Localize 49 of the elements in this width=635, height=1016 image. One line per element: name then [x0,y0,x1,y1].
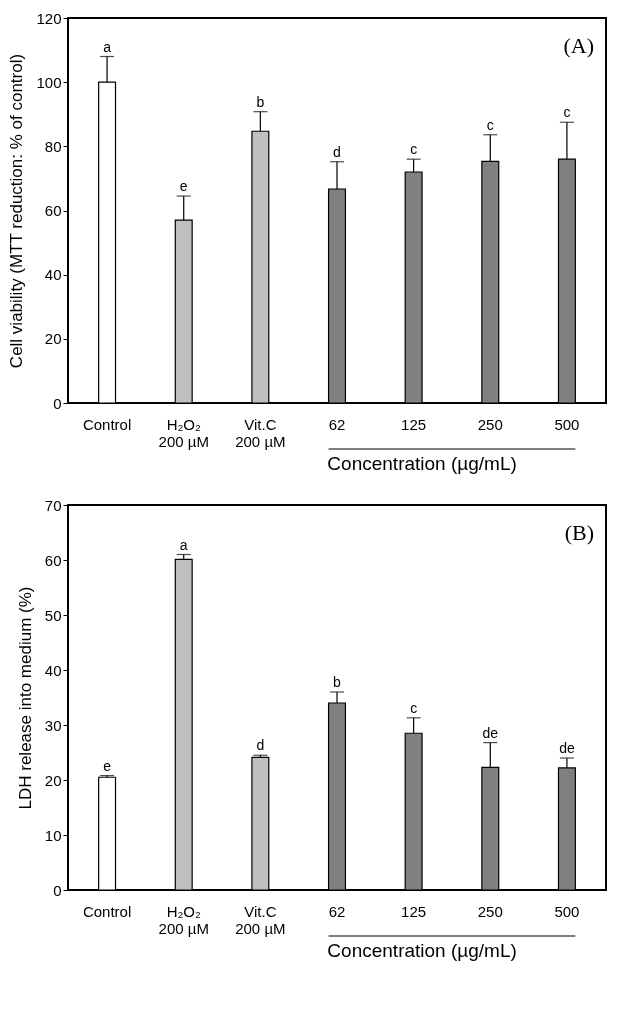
x-tick-label: Control [82,902,132,920]
x-tick-label: Vit.C 200 µM [235,415,286,450]
annotation: de [559,740,575,756]
annotation: (A) [563,33,594,58]
y-tick-label: 40 [44,266,62,284]
y-tick-label: 0 [53,881,62,899]
annotation: de [482,724,499,741]
x-tick-label: Vit.C 200 µM [235,902,286,937]
x-tick-label: 500 [554,902,580,920]
annotation: a [103,38,112,55]
annotation: d [333,143,341,160]
annotation: (B) [564,520,594,545]
x-tick-label: 250 [477,415,503,433]
y-tick-label: 60 [44,551,62,569]
x-tick-label: Control [82,415,132,433]
annotation: b [256,93,265,110]
y-tick-label: 0 [53,394,62,412]
x-tick-label: 62 [328,415,346,433]
annotation: e [179,178,188,195]
text: Concentration (µg/mL) [327,940,517,961]
y-axis-title: LDH release into medium (%) [15,586,35,810]
annotation: c [486,116,494,133]
y-tick-label: 100 [36,73,62,91]
y-tick-label: 20 [44,771,62,789]
annotation: c [410,699,418,716]
y-tick-label: 70 [44,496,62,514]
annotation: e [103,757,112,774]
annotation: a [179,536,188,553]
y-tick-label: 60 [44,202,62,219]
x-tick-label: 500 [554,415,580,433]
y-tick-label: 40 [44,661,62,679]
y-tick-label: 30 [44,716,62,734]
y-tick-label: 10 [44,826,62,844]
annotation: c [563,104,571,121]
y-tick-label: 50 [44,606,62,624]
annotation: d [256,737,265,754]
y-tick-label: 20 [44,330,62,348]
x-tick-label: 250 [477,902,503,920]
y-tick-label: 80 [44,137,62,155]
x-tick-label: 125 [401,415,427,433]
text: Concentration (µg/mL) [327,453,517,474]
x-tick-label: 62 [328,902,346,920]
annotation: c [410,141,418,158]
y-axis-title: Cell viability (MTT reduction: % of control) [7,53,27,369]
annotation: b [333,674,342,690]
y-tick-label: 120 [36,9,62,27]
x-tick-label: H₂O₂ 200 µM [158,902,209,937]
x-tick-label: 125 [401,902,427,920]
x-tick-label: H₂O₂ 200 µM [158,415,209,450]
